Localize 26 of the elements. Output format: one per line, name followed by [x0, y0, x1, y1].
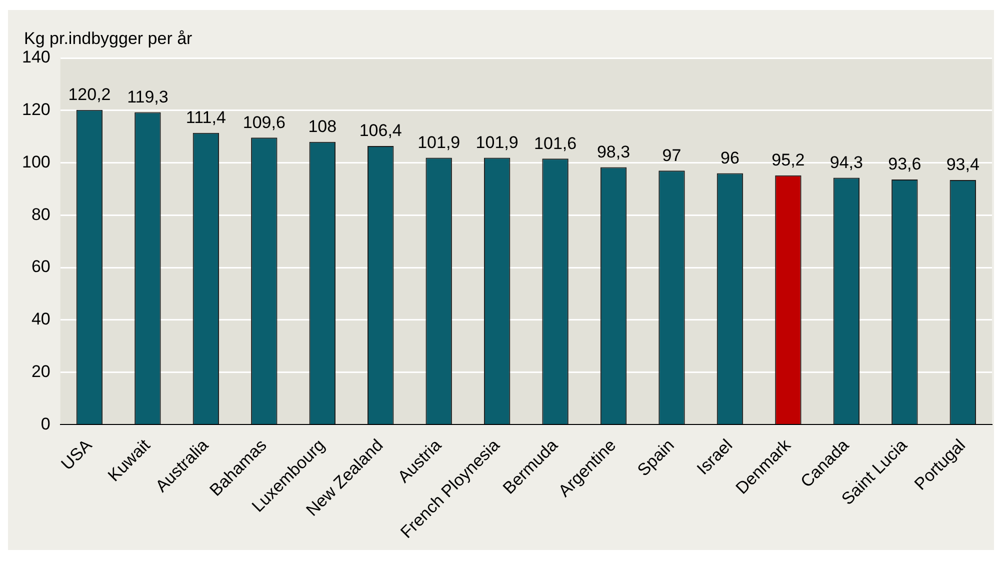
data-label: 106,4 — [359, 121, 402, 140]
y-tick-label: 80 — [31, 204, 50, 224]
data-label: 101,9 — [476, 132, 518, 152]
data-label: 95,2 — [772, 150, 805, 170]
y-tick-label: 120 — [22, 100, 50, 120]
y-tick-label: 20 — [31, 362, 50, 382]
data-label: 93,6 — [888, 154, 922, 174]
data-label: 120,2 — [68, 85, 111, 104]
data-label: 98,3 — [596, 142, 630, 162]
data-label: 96 — [720, 148, 740, 168]
data-label: 109,6 — [242, 112, 286, 132]
y-tick-label: 100 — [22, 152, 50, 172]
data-label: 119,3 — [127, 87, 168, 106]
data-label: 111,4 — [186, 108, 226, 128]
data-label: 101,9 — [418, 132, 460, 152]
y-axis-title: Kg pr.indbygger per år — [24, 29, 193, 48]
y-tick-label: 40 — [31, 310, 50, 329]
data-label: 94,3 — [830, 152, 863, 172]
data-label: 97 — [662, 146, 682, 165]
data-label: 108 — [308, 117, 337, 136]
data-label: 101,6 — [534, 134, 577, 153]
y-tick-label: 0 — [40, 414, 50, 434]
x-tick-label: USA — [57, 435, 96, 474]
y-tick-label: 60 — [31, 257, 50, 276]
y-tick-label: 140 — [22, 48, 50, 67]
data-label: 93,4 — [946, 155, 980, 174]
